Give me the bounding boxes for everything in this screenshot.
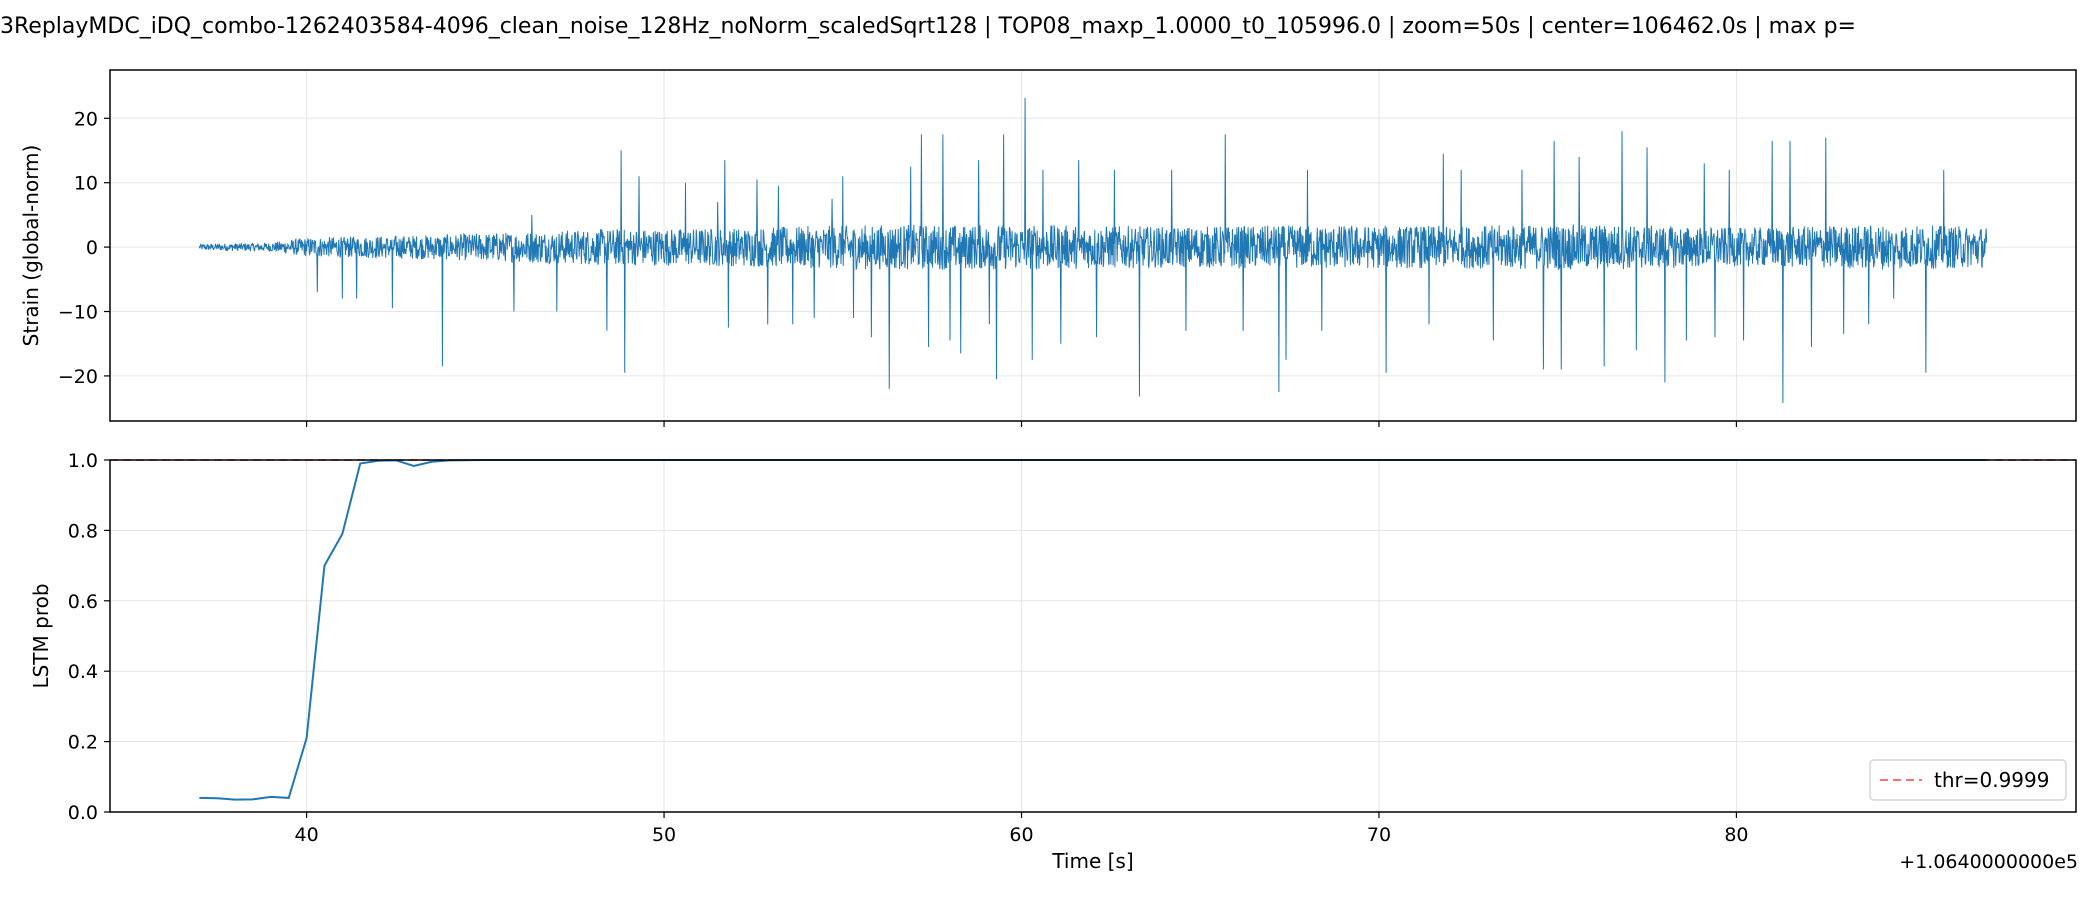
prob-grid xyxy=(110,459,2076,813)
prob-y-tick-label: 1.0 xyxy=(68,450,98,472)
strain-y-tick-label: 20 xyxy=(74,108,98,130)
prob-axes-frame xyxy=(109,459,2077,813)
legend: thr=0.9999 xyxy=(1869,759,2067,801)
strain-ticks: −20 −10 0 10 20 xyxy=(58,108,1738,427)
legend-threshold-label: thr=0.9999 xyxy=(1934,768,2049,792)
figure-title: 3ReplayMDC_iDQ_combo-1262403584-4096_cle… xyxy=(0,14,1856,39)
prob-y-tick-label: 0.4 xyxy=(68,661,98,683)
strain-y-tick-label: −10 xyxy=(58,302,98,324)
prob-x-tick-label: 50 xyxy=(652,824,676,846)
prob-x-tick-label: 40 xyxy=(295,824,319,846)
strain-y-tick-label: 0 xyxy=(86,237,98,259)
strain-grid xyxy=(110,70,2076,421)
prob-y-tick-label: 0.8 xyxy=(68,520,98,542)
prob-x-tick-label: 80 xyxy=(1724,824,1748,846)
x-offset-label: +1.0640000000e5 xyxy=(1899,851,2078,873)
strain-y-tick-label: −20 xyxy=(58,366,98,388)
prob-x-tick-label: 60 xyxy=(1009,824,1033,846)
prob-x-tick-label: 70 xyxy=(1367,824,1391,846)
prob-y-tick-label: 0.2 xyxy=(68,732,98,754)
strain-panel: −20 −10 0 10 20 Strain (global-norm) xyxy=(19,69,2077,427)
prob-y-axis-label: LSTM prob xyxy=(29,583,53,688)
strain-y-axis-label: Strain (global-norm) xyxy=(19,145,43,347)
prob-panel: 40 50 60 70 80 0.0 0.2 0.4 0.6 0.8 1.0 LSTM prob T… xyxy=(29,450,2078,873)
strain-axes-frame xyxy=(109,69,2077,422)
prob-y-tick-label: 0.6 xyxy=(68,591,98,613)
strain-series xyxy=(198,97,1988,403)
strain-y-tick-label: 10 xyxy=(74,173,98,195)
prob-series xyxy=(199,459,1987,801)
prob-y-tick-label: 0.0 xyxy=(68,802,98,824)
legend-box xyxy=(1869,759,2067,801)
prob-line xyxy=(199,459,1987,801)
x-axis-label: Time [s] xyxy=(1051,849,1133,873)
strain-trace xyxy=(198,97,1988,403)
prob-ticks: 40 50 60 70 80 0.0 0.2 0.4 0.6 0.8 1.0 xyxy=(68,450,1749,846)
